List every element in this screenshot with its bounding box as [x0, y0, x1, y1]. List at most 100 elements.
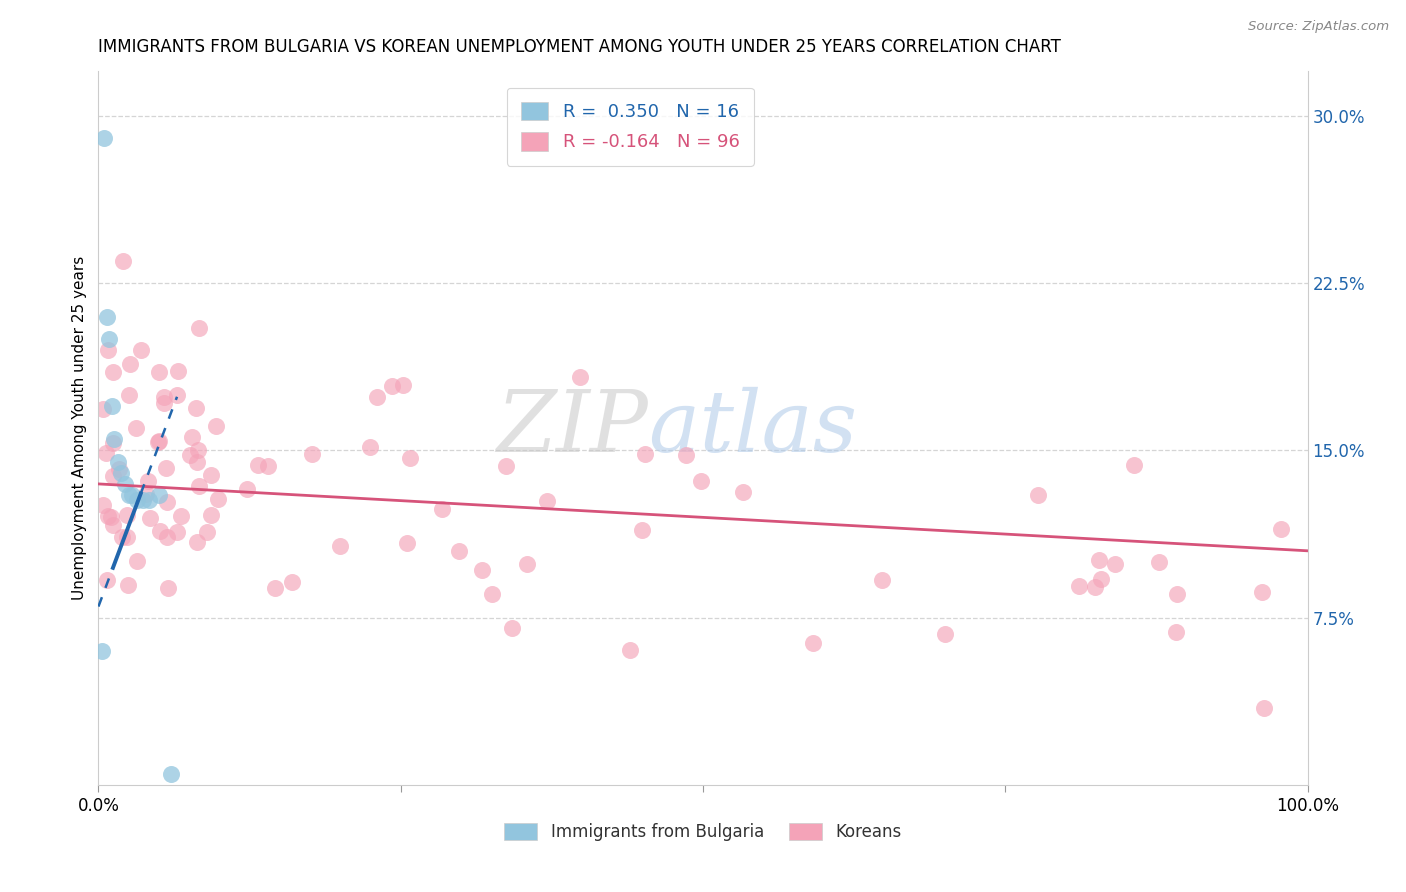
Point — [516, 557, 538, 571]
Point — [91, 402, 114, 417]
Point — [117, 578, 139, 592]
Point — [103, 468, 125, 483]
Text: Source: ZipAtlas.com: Source: ZipAtlas.com — [1249, 20, 1389, 33]
Point — [152, 390, 174, 404]
Point — [207, 491, 229, 506]
Point — [1149, 555, 1171, 569]
Point — [179, 448, 201, 462]
Point — [118, 488, 141, 502]
Point — [139, 510, 162, 524]
Point — [1166, 587, 1188, 601]
Point — [155, 461, 177, 475]
Point — [631, 523, 654, 537]
Point — [146, 434, 169, 449]
Point — [96, 310, 118, 324]
Point — [148, 434, 170, 448]
Point — [380, 379, 402, 393]
Point — [166, 524, 188, 539]
Point — [156, 530, 179, 544]
Point — [301, 447, 323, 461]
Point — [100, 399, 122, 413]
Point — [135, 487, 157, 501]
Point — [399, 450, 422, 465]
Text: IMMIGRANTS FROM BULGARIA VS KOREAN UNEMPLOYMENT AMONG YOUTH UNDER 25 YEARS CORRE: IMMIGRANTS FROM BULGARIA VS KOREAN UNEMP… — [98, 38, 1062, 56]
Point — [115, 530, 138, 544]
Point — [359, 440, 381, 454]
Point — [156, 494, 179, 508]
Point — [366, 390, 388, 404]
Point — [91, 644, 114, 658]
Point — [256, 459, 278, 474]
Point — [1026, 488, 1049, 502]
Point — [1123, 458, 1146, 472]
Point — [96, 508, 118, 523]
Point — [634, 447, 657, 461]
Point — [107, 455, 129, 469]
Point — [121, 488, 143, 502]
Point — [93, 131, 115, 145]
Point — [188, 321, 211, 335]
Point — [1166, 624, 1188, 639]
Point — [101, 518, 124, 533]
Point — [187, 443, 209, 458]
Point — [197, 525, 219, 540]
Point — [111, 254, 134, 268]
Point — [495, 458, 517, 473]
Point — [395, 536, 418, 550]
Point — [1270, 522, 1292, 536]
Point — [96, 574, 118, 588]
Point — [872, 573, 894, 587]
Point — [181, 430, 204, 444]
Point — [152, 396, 174, 410]
Point — [129, 343, 152, 358]
Point — [392, 378, 415, 392]
Point — [166, 387, 188, 401]
Point — [329, 539, 352, 553]
Point — [1250, 585, 1272, 599]
Point — [111, 530, 134, 544]
Text: ZIP: ZIP — [496, 387, 648, 469]
Point — [1088, 553, 1111, 567]
Point — [449, 544, 471, 558]
Y-axis label: Unemployment Among Youth under 25 years: Unemployment Among Youth under 25 years — [72, 256, 87, 600]
Text: atlas: atlas — [648, 387, 858, 469]
Point — [501, 621, 523, 635]
Point — [205, 418, 228, 433]
Point — [675, 448, 697, 462]
Point — [619, 643, 641, 657]
Point — [148, 488, 170, 502]
Point — [569, 370, 592, 384]
Point — [125, 554, 148, 568]
Point — [97, 343, 120, 358]
Point — [200, 467, 222, 482]
Point — [1067, 579, 1090, 593]
Point — [98, 332, 121, 346]
Point — [281, 575, 304, 590]
Point — [118, 357, 141, 371]
Point — [91, 499, 114, 513]
Point — [432, 502, 454, 516]
Point — [1090, 573, 1112, 587]
Point — [934, 627, 956, 641]
Point — [94, 445, 117, 459]
Point — [1104, 557, 1126, 571]
Point — [138, 474, 160, 488]
Point — [157, 582, 180, 596]
Point — [108, 461, 131, 475]
Point — [115, 508, 138, 522]
Point — [127, 492, 149, 507]
Point — [803, 636, 825, 650]
Point — [186, 455, 208, 469]
Point — [186, 535, 208, 549]
Point — [481, 586, 503, 600]
Point — [114, 476, 136, 491]
Point — [264, 581, 287, 595]
Point — [148, 366, 170, 380]
Point — [118, 387, 141, 401]
Point — [166, 364, 188, 378]
Point — [101, 366, 124, 380]
Point — [536, 494, 558, 508]
Point — [170, 508, 193, 523]
Point — [187, 479, 209, 493]
Point — [184, 401, 207, 415]
